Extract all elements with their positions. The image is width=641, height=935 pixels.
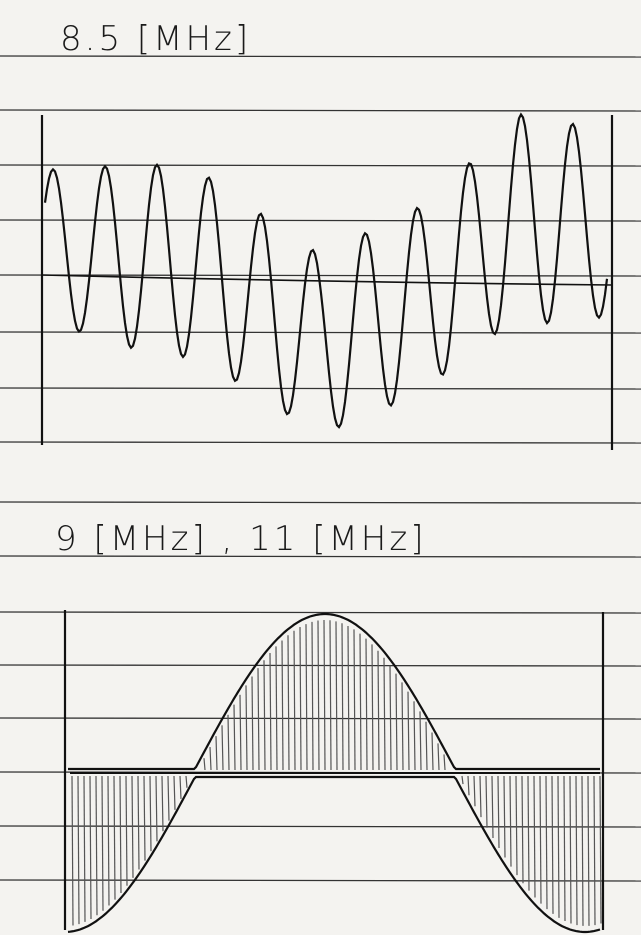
top-label: 8.5 [MHz]	[60, 19, 251, 59]
notebook-sheet: 8.5 [MHz] 9 [MHz] , 11 [MHz]	[0, 0, 641, 935]
page: {"labels": {"top": "8.5 [MHz]", "bottom"…	[0, 0, 641, 935]
bottom-label: 9 [MHz] , 11 [MHz]	[55, 519, 427, 559]
